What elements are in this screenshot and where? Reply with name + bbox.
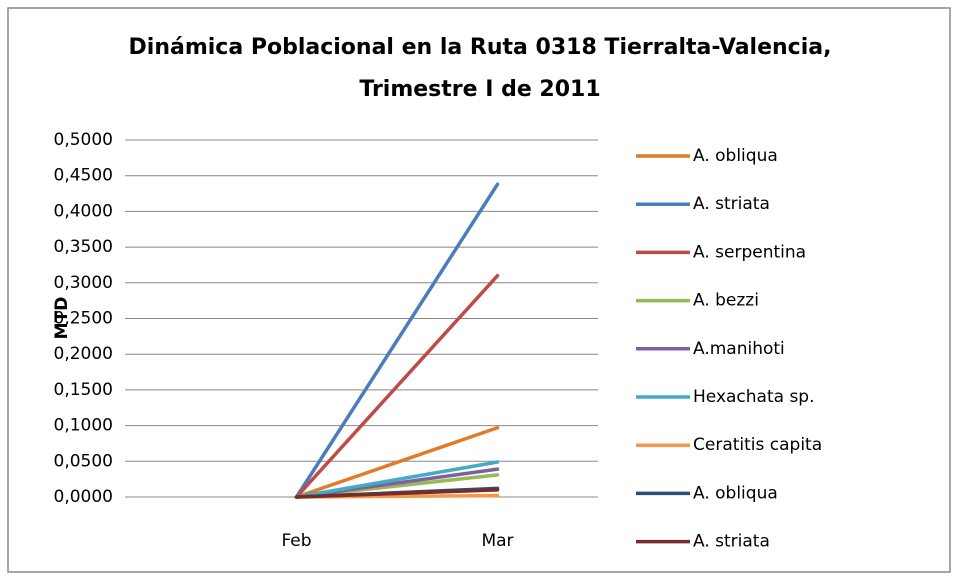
legend-label: A.manihoti bbox=[693, 339, 785, 359]
x-tick-label: Mar bbox=[481, 531, 513, 551]
legend-label: A. obliqua bbox=[693, 483, 778, 503]
series-line bbox=[294, 460, 500, 499]
y-tick-label: 0,2500 bbox=[54, 309, 113, 329]
y-tick-label: 0,1000 bbox=[54, 416, 113, 436]
y-tick-label: 0,3000 bbox=[54, 273, 113, 293]
legend-label: Ceratitis capita bbox=[693, 435, 822, 455]
y-tick-label: 0,2000 bbox=[54, 344, 113, 364]
y-tick-label: 0,3500 bbox=[54, 237, 113, 257]
y-tick-label: 0,4000 bbox=[54, 201, 113, 221]
chart-title: Dinámica Poblacional en la Ruta 0318 Tie… bbox=[129, 35, 832, 60]
y-axis-label: MTD bbox=[52, 297, 72, 340]
chart-title: Trimestre I de 2011 bbox=[359, 77, 600, 102]
legend-label: A. striata bbox=[693, 532, 770, 552]
y-tick-label: 0,5000 bbox=[54, 130, 113, 150]
legend-label: A. bezzi bbox=[693, 291, 759, 311]
y-tick-label: 0,4500 bbox=[54, 166, 113, 186]
series-line bbox=[294, 488, 500, 499]
y-tick-label: 0,0000 bbox=[54, 487, 113, 507]
legend-label: A. striata bbox=[693, 194, 770, 214]
y-tick-label: 0,0500 bbox=[54, 451, 113, 471]
legend-label: A. serpentina bbox=[693, 242, 806, 262]
legend-label: Hexachata sp. bbox=[693, 387, 815, 407]
x-tick-label: Feb bbox=[281, 531, 311, 551]
series-line bbox=[294, 182, 500, 499]
series-line bbox=[294, 425, 500, 499]
y-tick-label: 0,1500 bbox=[54, 380, 113, 400]
series-line bbox=[294, 273, 500, 499]
legend-label: A. obliqua bbox=[693, 146, 778, 166]
